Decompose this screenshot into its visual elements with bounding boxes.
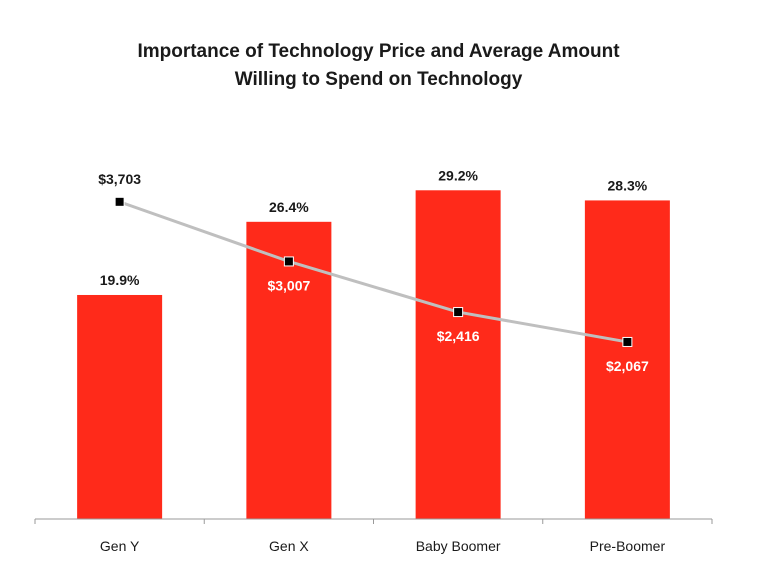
line-value-label: $2,067 <box>606 358 649 374</box>
chart-title-line-1: Importance of Technology Price and Avera… <box>137 41 620 62</box>
line-marker-pre-boomer <box>622 336 633 347</box>
bar-value-label: 19.9% <box>100 272 140 288</box>
bar-baby-boomer <box>415 190 501 519</box>
line-series-spend <box>119 200 628 344</box>
line-marker-baby-boomer <box>453 307 464 318</box>
bar-gen-y <box>77 294 163 519</box>
bar-value-label: 29.2% <box>438 167 478 183</box>
line-value-label: $2,416 <box>437 328 480 344</box>
line-marker-gen-y <box>114 196 125 207</box>
bar-value-label: 26.4% <box>269 199 309 215</box>
line-value-label: $3,007 <box>267 277 310 293</box>
line-marker-gen-x <box>283 256 294 267</box>
chart-title-line-2: Willing to Spend on Technology <box>234 69 523 90</box>
x-tick-label: Pre-Boomer <box>590 538 666 554</box>
bar-value-label: 28.3% <box>608 177 648 193</box>
line-value-label: $3,703 <box>98 171 141 187</box>
x-tick-label: Gen X <box>269 538 309 554</box>
x-tick-label: Baby Boomer <box>416 538 501 554</box>
bar-pre-boomer <box>584 200 670 519</box>
chart-title: Importance of Technology Price and Avera… <box>0 38 757 94</box>
x-tick-label: Gen Y <box>100 538 140 554</box>
